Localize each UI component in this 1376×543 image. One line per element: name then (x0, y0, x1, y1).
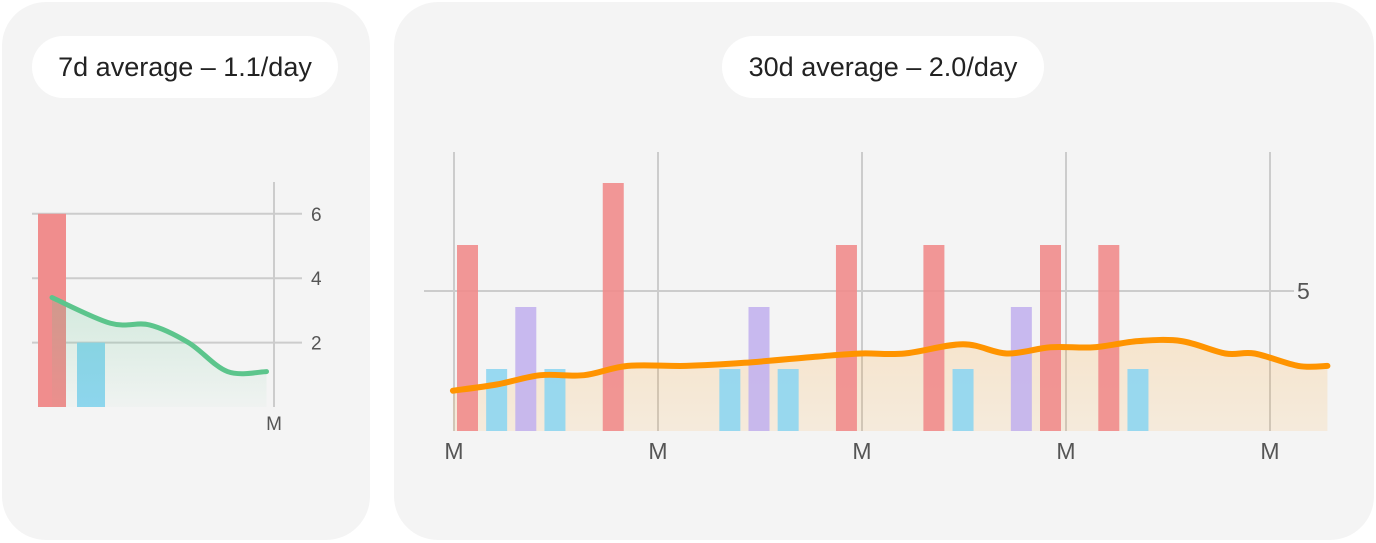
x-tick-label: M (1056, 438, 1075, 464)
bar (1127, 369, 1149, 431)
y-tick-label: 6 (311, 205, 322, 226)
bar (602, 183, 624, 431)
thirty-day-average-title: 30d average – 2.0/day (722, 36, 1044, 98)
x-tick-label: M (266, 414, 282, 435)
y-tick-label: 5 (1297, 278, 1310, 304)
bar (835, 245, 857, 431)
x-tick-label: M (852, 438, 871, 464)
y-tick-label: 4 (311, 269, 322, 290)
x-tick-label: M (1260, 438, 1279, 464)
average-line (49, 295, 269, 377)
bar (748, 307, 770, 431)
bar (515, 307, 537, 431)
x-tick-label: M (444, 438, 463, 464)
bar (777, 369, 799, 431)
seven-day-average-title: 7d average – 1.1/day (32, 36, 338, 98)
bar (1098, 245, 1120, 431)
bar (544, 369, 566, 431)
seven-day-card: 7d average – 1.1/day 2 4 6 M (2, 2, 370, 540)
bar (486, 369, 508, 431)
thirty-day-card: 30d average – 2.0/day 5 M M M M M (394, 2, 1374, 540)
bar (457, 245, 478, 431)
bar (719, 369, 741, 431)
seven-day-chart: 2 4 6 M (32, 182, 322, 435)
x-tick-label: M (648, 438, 667, 464)
thirty-day-chart: 5 M M M M M (424, 152, 1331, 464)
bar (952, 369, 974, 431)
bar (1010, 307, 1032, 431)
average-line (449, 336, 1331, 394)
y-tick-label: 2 (311, 334, 322, 355)
bar (1040, 245, 1061, 431)
average-area (52, 297, 267, 407)
bar (923, 245, 945, 431)
